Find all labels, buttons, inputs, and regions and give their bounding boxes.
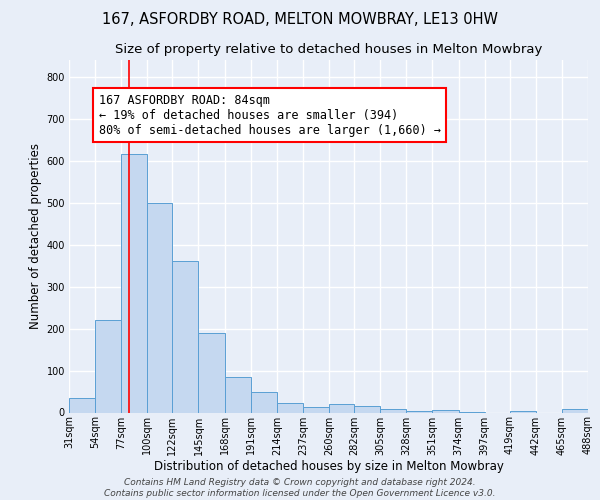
Bar [148,202,172,412]
Y-axis label: Number of detached properties: Number of detached properties [29,143,42,329]
Bar [251,392,277,412]
Bar [121,154,148,412]
Bar [406,411,433,412]
Bar [380,409,406,412]
X-axis label: Distribution of detached houses by size in Melton Mowbray: Distribution of detached houses by size … [154,460,503,473]
Bar [69,398,95,412]
Bar [329,404,354,412]
Bar [224,377,251,412]
Text: 167 ASFORDBY ROAD: 84sqm
← 19% of detached houses are smaller (394)
80% of semi-: 167 ASFORDBY ROAD: 84sqm ← 19% of detach… [98,94,440,136]
Bar [199,333,224,412]
Title: Size of property relative to detached houses in Melton Mowbray: Size of property relative to detached ho… [115,43,542,56]
Bar [277,403,303,412]
Text: Contains HM Land Registry data © Crown copyright and database right 2024.
Contai: Contains HM Land Registry data © Crown c… [104,478,496,498]
Bar [562,409,588,412]
Bar [303,408,329,412]
Text: 167, ASFORDBY ROAD, MELTON MOWBRAY, LE13 0HW: 167, ASFORDBY ROAD, MELTON MOWBRAY, LE13… [102,12,498,28]
Bar [433,410,458,412]
Bar [95,320,121,412]
Bar [354,406,380,412]
Bar [509,411,536,412]
Bar [172,262,199,412]
